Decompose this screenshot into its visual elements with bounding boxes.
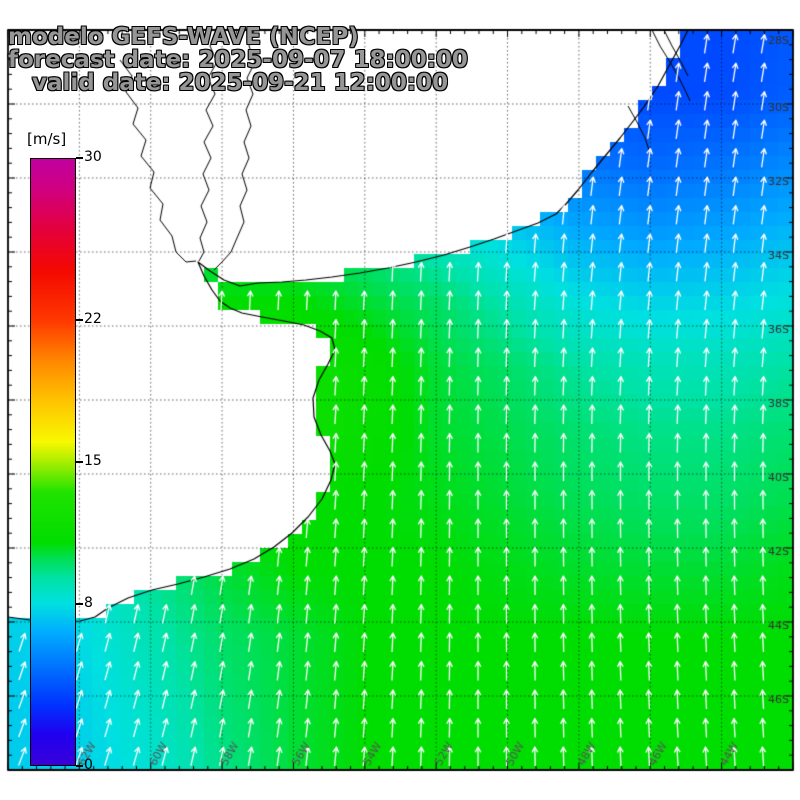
title-block: modelo GEFS-WAVE (NCEP) forecast date: 2… [8, 26, 468, 95]
forecast-date-line: forecast date: 2025-09-07 18:00:00 [8, 47, 468, 73]
model-name-title: modelo GEFS-WAVE (NCEP) [8, 24, 359, 50]
valid-date-line: valid date: 2025-09-21 12:00:00 [8, 70, 449, 96]
